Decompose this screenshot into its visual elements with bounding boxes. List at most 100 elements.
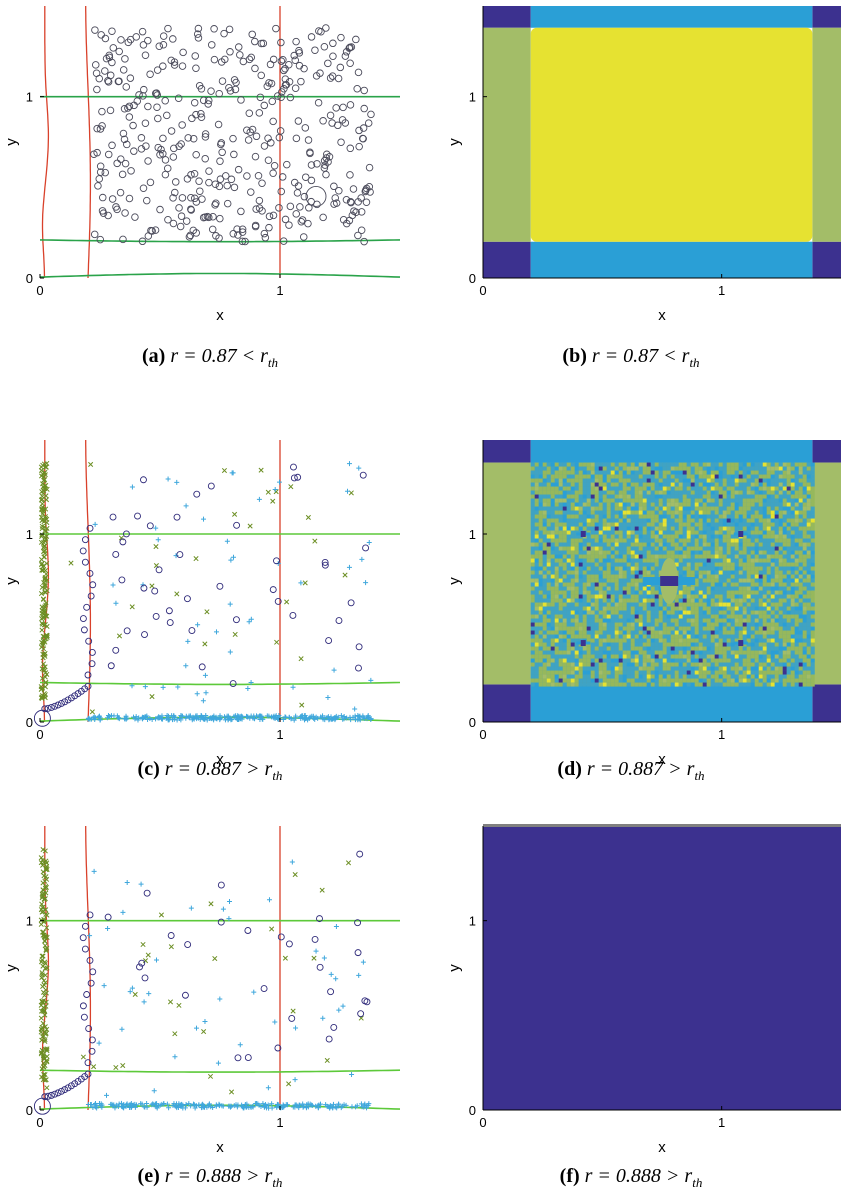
plus-marker: [120, 909, 126, 915]
circle-marker: [229, 229, 238, 238]
circle-marker: [181, 991, 189, 999]
plus-marker: [224, 538, 230, 544]
plus-marker: [328, 971, 334, 977]
x-marker: [40, 1008, 46, 1014]
x-tick-label: 0: [36, 283, 43, 298]
plus-marker: [195, 622, 201, 628]
circle-marker: [108, 195, 117, 203]
circle-marker: [278, 173, 287, 181]
circle-marker: [88, 660, 96, 668]
plus-marker: [94, 1102, 100, 1108]
x-marker: [43, 497, 50, 503]
plus-marker: [262, 1101, 268, 1107]
plus-marker: [196, 1102, 202, 1108]
x-marker: [292, 872, 298, 878]
x-marker: [149, 583, 155, 589]
plus-marker: [220, 906, 226, 912]
x-axis-label: x: [216, 1139, 224, 1156]
circle-marker: [197, 109, 205, 118]
circle-marker: [314, 98, 323, 107]
plus-marker: [333, 924, 339, 930]
circle-marker: [330, 1023, 338, 1031]
circle-marker: [193, 490, 201, 498]
circle-marker: [122, 530, 130, 538]
caption-formula: r = 0.87 < rth: [170, 345, 278, 370]
plus-marker: [216, 1101, 222, 1107]
plus-marker: [166, 715, 172, 721]
caption-letter: (b): [562, 345, 587, 367]
plus-marker: [246, 1104, 252, 1110]
plus-marker: [203, 690, 209, 696]
circle-marker: [325, 1035, 333, 1043]
circle-marker: [236, 51, 244, 59]
circle-marker: [230, 183, 239, 192]
plus-marker: [338, 713, 344, 719]
x-marker: [42, 1024, 48, 1030]
circle-marker: [280, 84, 288, 93]
circle-marker: [205, 178, 213, 187]
circle-marker: [57, 700, 65, 707]
x-marker: [42, 885, 48, 891]
plus-marker: [309, 1102, 315, 1108]
circle-marker: [79, 615, 87, 623]
circle-marker: [118, 170, 127, 179]
x-marker: [43, 571, 49, 577]
circle-marker: [138, 27, 147, 36]
circle-marker: [357, 1010, 365, 1018]
circle-marker: [117, 36, 125, 44]
circle-marker: [264, 156, 273, 164]
plus-marker: [346, 564, 352, 570]
region-corner: [483, 684, 531, 722]
x-marker: [40, 640, 46, 646]
plus-marker: [149, 1102, 155, 1108]
plus-marker: [229, 716, 235, 722]
x-marker: [174, 591, 180, 597]
circle-marker: [226, 48, 234, 56]
plus-marker: [356, 714, 362, 720]
x-marker: [129, 604, 135, 610]
plus-marker: [276, 479, 282, 485]
plus-marker: [266, 713, 272, 719]
plus-marker: [226, 916, 232, 922]
circle-marker: [177, 140, 185, 148]
circle-marker: [360, 104, 368, 113]
circle-marker: [96, 235, 105, 244]
circle-marker: [218, 77, 227, 85]
plus-marker: [283, 714, 289, 720]
x-marker: [43, 613, 49, 619]
x-marker: [42, 650, 48, 656]
circle-marker: [144, 102, 152, 111]
circle-marker: [359, 471, 367, 479]
plus-marker: [91, 868, 97, 874]
plus-marker: [264, 1105, 270, 1111]
plus-marker: [124, 715, 130, 721]
plus-marker: [105, 926, 111, 932]
circle-marker: [237, 207, 245, 216]
circle-marker: [154, 143, 162, 152]
x-marker: [44, 1058, 50, 1064]
circle-marker: [257, 71, 265, 80]
circle-marker: [275, 204, 283, 212]
circle-marker: [84, 671, 92, 679]
circle-marker: [220, 29, 228, 38]
region-corner: [483, 440, 531, 463]
plus-marker: [340, 716, 346, 722]
y-axis-label: y: [3, 964, 20, 972]
plus-marker: [362, 1101, 368, 1107]
plus-marker: [256, 496, 262, 502]
circle-marker: [248, 30, 256, 39]
circle-marker: [261, 233, 270, 242]
circle-marker: [251, 152, 260, 161]
circle-marker: [214, 120, 223, 129]
circle-marker: [89, 968, 97, 976]
circle-marker: [312, 72, 321, 80]
plus-marker: [328, 714, 334, 720]
x-tick-label: 1: [718, 727, 725, 742]
plus-marker: [290, 1104, 296, 1110]
circle-marker: [98, 107, 106, 116]
panel-b-map: 0 1 0 1 x y: [421, 0, 841, 330]
caption-formula: r = 0.887 > rth: [164, 758, 283, 783]
circle-marker: [96, 125, 105, 133]
circle-marker: [169, 219, 178, 228]
circle-marker: [216, 157, 224, 165]
